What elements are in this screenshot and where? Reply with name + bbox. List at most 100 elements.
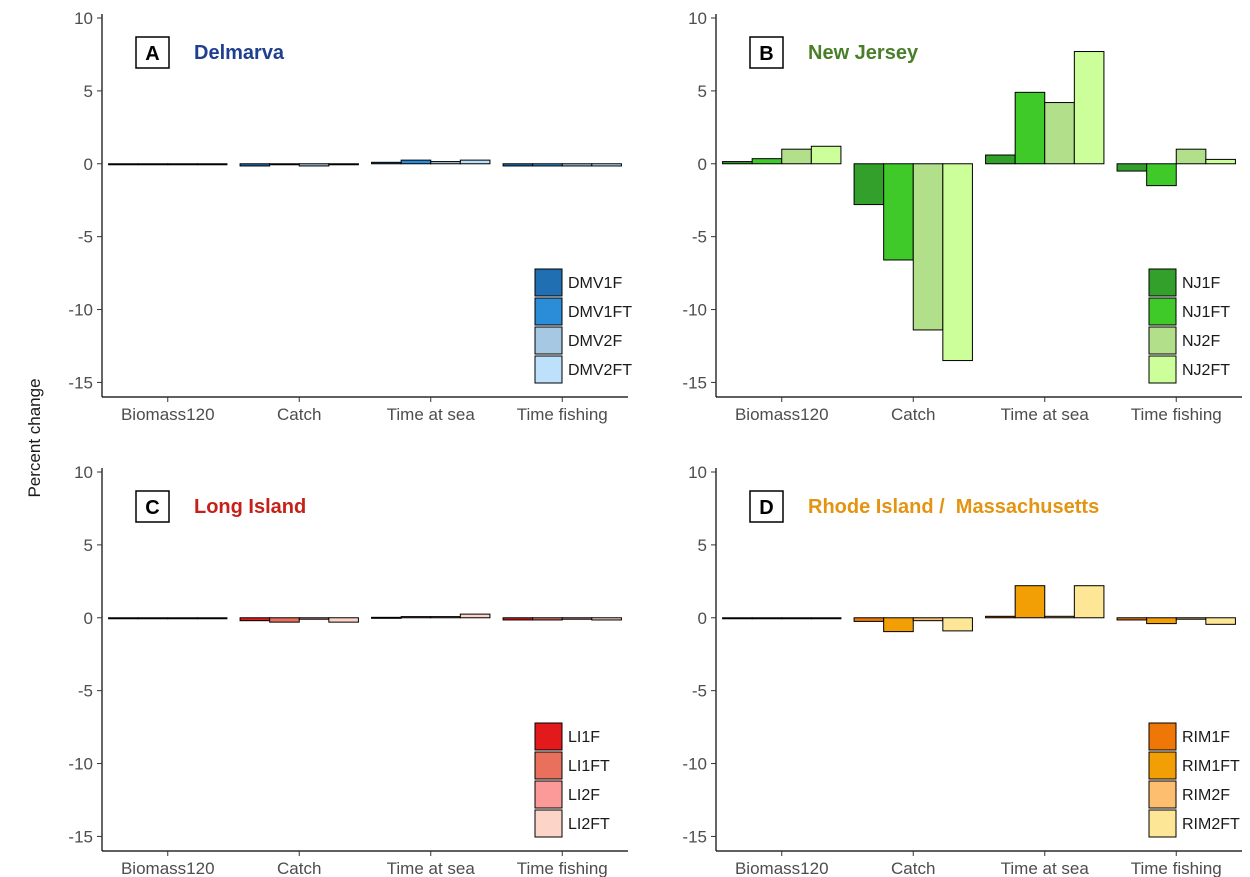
y-tick-label: -5 [78,682,93,701]
bar-dmv2ft-catch [328,163,359,166]
legend-label: DMV2FT [568,362,632,379]
bar-nj1ft-catch [883,163,914,261]
bar-nj2f-time-at-sea [1044,102,1075,165]
bar-dmv2ft-biomass120 [196,163,228,166]
bar-li2f-time-at-sea [430,616,461,619]
bar-rim1ft-biomass120 [751,617,783,620]
bar-rim1f-time-fishing [1116,617,1148,621]
x-tick-label: Biomass120 [121,859,215,877]
panel-letter-box [749,36,784,69]
y-tick-label: 5 [84,536,93,555]
panel-title: New Jersey [808,42,919,64]
panel-c: 10 5 0 -5 -10 -15 Biomass120 Catch Time at sea Ti… [68,463,628,877]
bar-nj2ft-time-at-sea [1073,51,1105,165]
legend-swatch-rim2ft [1148,809,1177,838]
bar-li1f-catch [239,617,271,622]
bar-dmv2f-biomass120 [167,163,198,166]
legend-swatch-nj2f [1148,326,1177,355]
legend-label: DMV2F [568,333,622,350]
x-tick-label: Catch [891,405,935,424]
y-tick-label: 10 [74,463,93,482]
legend-label: LI2F [568,787,600,804]
panel-d: 10 5 0 -5 -10 -15 Biomass120 Catch Time at sea Ti… [682,463,1242,877]
legend-swatch-nj2ft [1148,355,1177,384]
bar-dmv1ft-time-fishing [532,163,563,167]
bar-rim2f-time-fishing [1175,617,1207,620]
y-tick-label: 10 [74,9,93,28]
y-tick-label: 10 [688,9,707,28]
panel-letter: B [759,43,773,65]
legend-label: NJ2FT [1182,362,1230,379]
bar-li1f-time-fishing [502,617,534,621]
bar-rim2ft-catch [942,617,973,632]
bar-dmv2ft-time-fishing [591,163,622,167]
legend-label: LI2FT [568,816,610,833]
bar-dmv1ft-time-at-sea [400,159,432,165]
y-tick-label: 0 [698,155,707,174]
panel-letter: A [145,43,159,65]
y-tick-label: 5 [698,536,707,555]
bar-nj2f-catch [912,163,944,331]
bar-nj1ft-biomass120 [751,158,783,165]
bar-li1ft-catch [269,617,300,623]
y-tick-label: 0 [84,609,93,628]
y-tick-label: 5 [698,82,707,101]
legend-swatch-rim2f [1148,780,1177,809]
bar-nj2f-biomass120 [781,148,812,165]
bar-dmv2f-time-fishing [561,163,593,167]
y-tick-label: -10 [68,755,93,774]
bar-li2f-catch [298,617,330,620]
bar-nj2ft-catch [942,163,973,362]
legend-label: DMV1FT [568,304,632,321]
bar-nj1f-time-fishing [1116,163,1148,172]
x-tick-label: Time fishing [517,859,608,877]
legend-label: NJ1FT [1182,304,1230,321]
bar-rim1ft-time-at-sea [1014,585,1046,619]
panel-letter-box [749,490,784,523]
legend-label: RIM1F [1182,729,1230,746]
bar-dmv1ft-biomass120 [137,163,169,166]
legend-swatch-dmv2ft [534,355,563,384]
y-tick-label: -10 [682,301,707,320]
panel-letter-box [135,490,170,523]
bar-rim2ft-time-fishing [1205,617,1236,625]
bar-nj1f-time-at-sea [985,154,1016,165]
x-tick-label: Catch [277,859,321,877]
bar-dmv1f-time-at-sea [371,161,402,165]
legend-swatch-nj1ft [1148,297,1177,326]
y-tick-label: -5 [692,228,707,247]
bar-li1ft-biomass120 [137,617,169,620]
y-tick-label: 10 [688,463,707,482]
bar-dmv2f-catch [298,163,330,167]
legend-swatch-dmv2f [534,326,563,355]
legend-swatch-dmv1ft [534,297,563,326]
bar-li2ft-catch [328,617,359,623]
bar-li1f-biomass120 [108,617,139,620]
x-tick-label: Time at sea [1001,859,1090,877]
y-tick-label: -15 [68,373,93,392]
bar-rim2ft-biomass120 [810,617,842,620]
y-tick-label: 0 [698,609,707,628]
y-tick-label: 0 [84,155,93,174]
bar-rim1f-catch [853,617,885,622]
legend-swatch-li2ft [534,809,563,838]
y-tick-label: -15 [68,827,93,846]
bar-dmv2ft-time-at-sea [459,159,491,165]
bar-li1ft-time-at-sea [400,616,432,619]
bar-nj1ft-time-fishing [1146,163,1177,187]
bar-li2ft-biomass120 [196,617,228,620]
legend-label: NJ2F [1182,333,1220,350]
legend-label: RIM2FT [1182,816,1240,833]
x-tick-label: Time fishing [1131,405,1222,424]
y-tick-label: -5 [692,682,707,701]
bar-li2ft-time-fishing [591,617,622,621]
legend-label: RIM1FT [1182,758,1240,775]
bar-nj2ft-time-fishing [1205,158,1236,165]
legend-label: LI1FT [568,758,610,775]
legend-label: LI1F [568,729,600,746]
x-tick-label: Biomass120 [121,405,215,424]
x-tick-label: Time at sea [387,405,476,424]
bar-nj1f-catch [853,163,885,206]
bar-dmv1ft-catch [269,163,300,166]
